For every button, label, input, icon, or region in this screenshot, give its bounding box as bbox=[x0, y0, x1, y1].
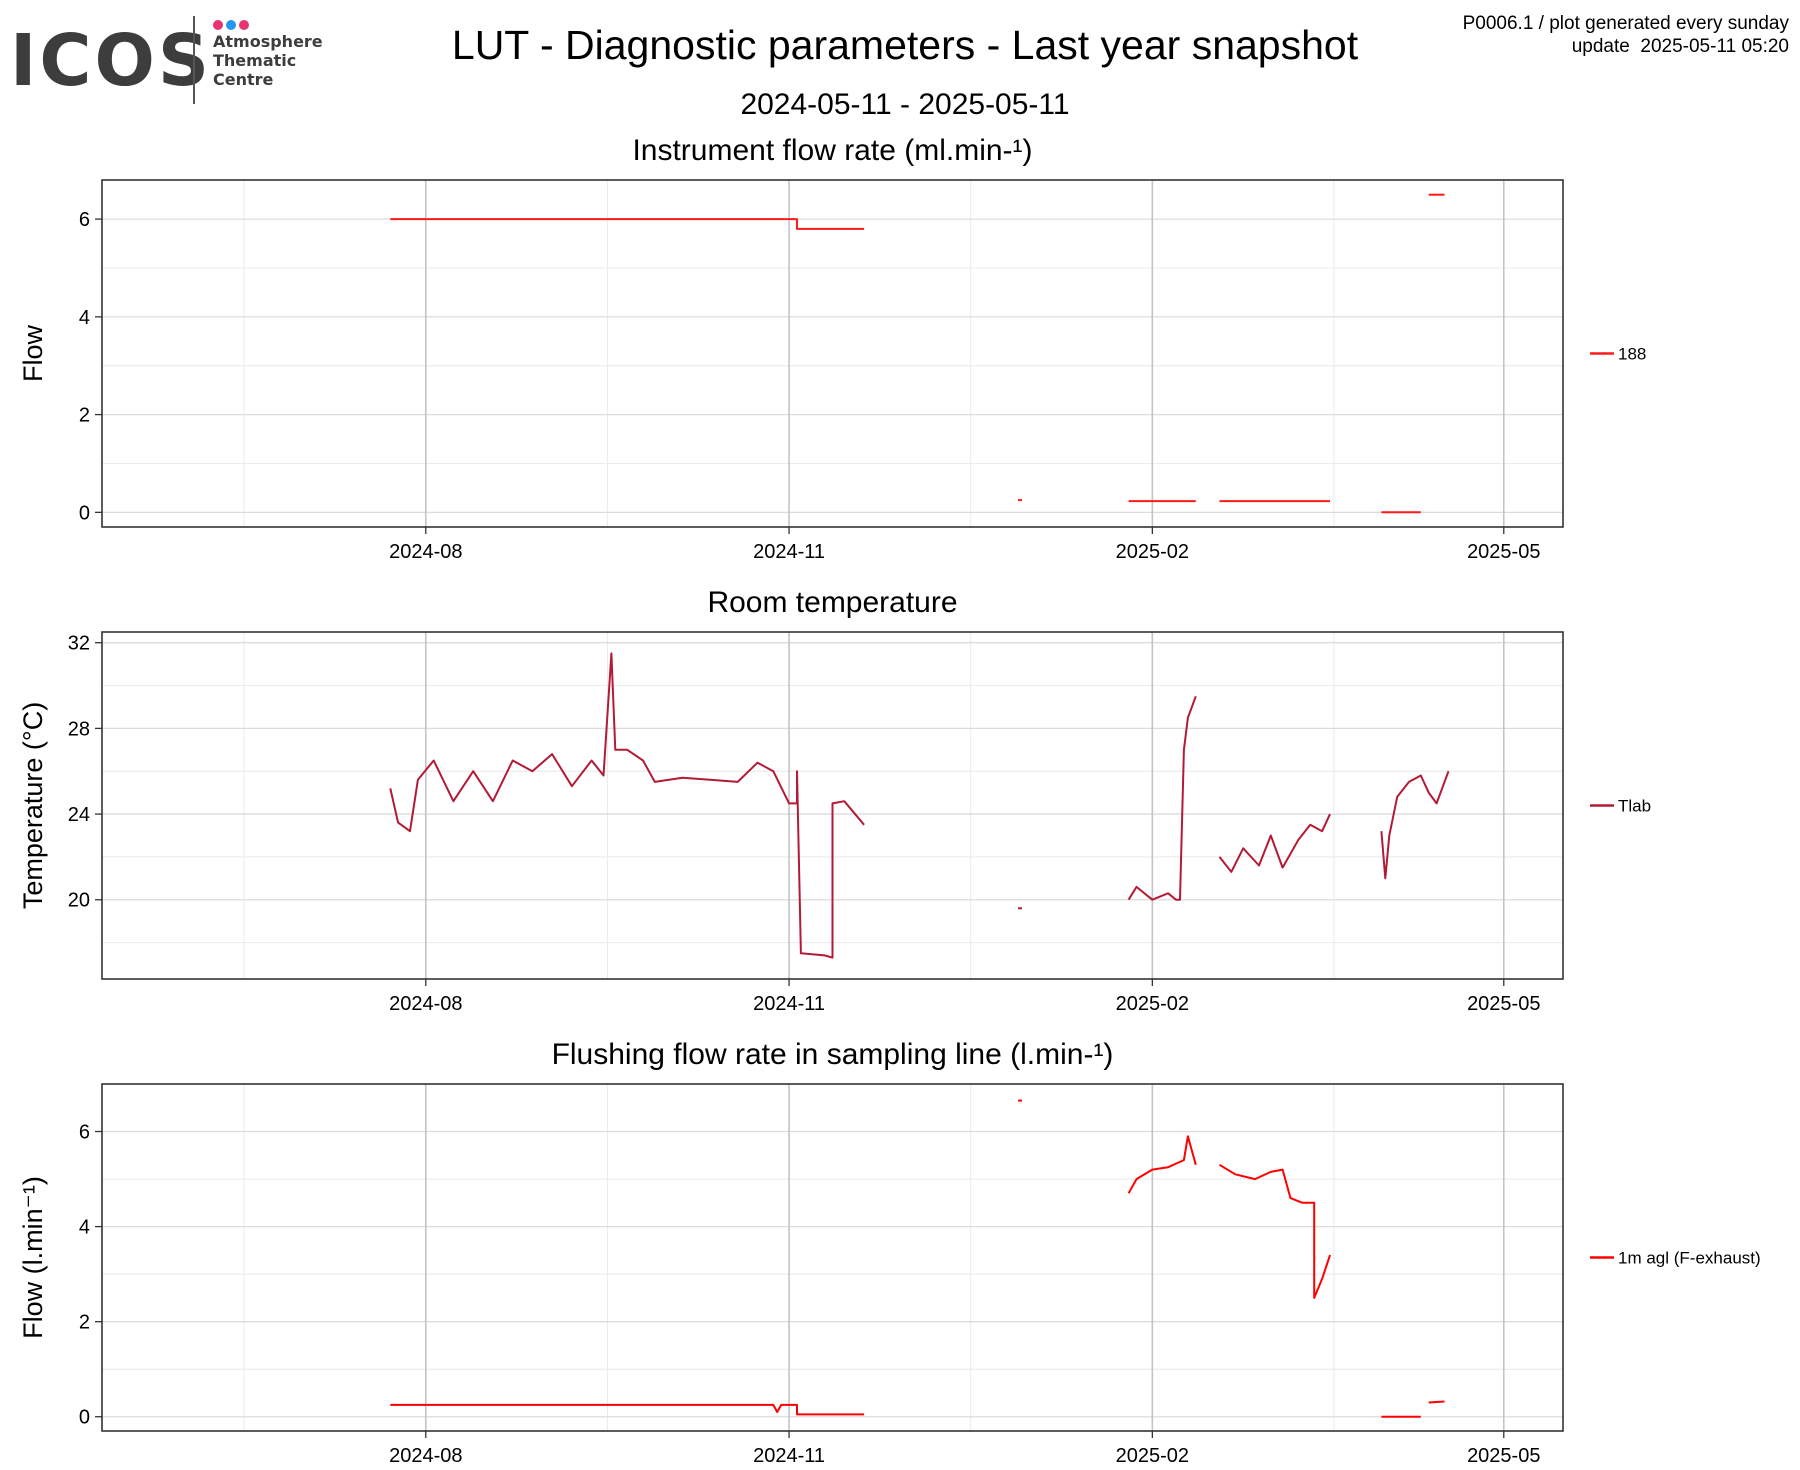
y-tick-label: 20 bbox=[68, 890, 90, 912]
x-tick-label: 2025-05 bbox=[1467, 1445, 1540, 1467]
logo-dot-2 bbox=[226, 20, 236, 30]
series-line bbox=[1218, 813, 1331, 873]
series-line bbox=[1127, 1135, 1197, 1194]
x-tick-label: 2025-02 bbox=[1116, 1445, 1189, 1467]
y-tick-label: 24 bbox=[68, 804, 90, 826]
series-line bbox=[1218, 1163, 1331, 1299]
x-tick-label: 2024-08 bbox=[389, 541, 462, 563]
panel-title: Room temperature bbox=[707, 586, 957, 619]
y-tick-label: 2 bbox=[79, 1312, 90, 1334]
logo-wordmark: ICOS bbox=[10, 19, 213, 102]
y-tick-label: 0 bbox=[79, 1407, 90, 1429]
y-tick-label: 6 bbox=[79, 209, 90, 231]
logo-divider bbox=[193, 16, 195, 104]
panel-title: Flushing flow rate in sampling line (l.m… bbox=[552, 1038, 1114, 1071]
y-axis-label: Flow (l.min⁻¹) bbox=[18, 1176, 48, 1339]
series-line bbox=[1127, 695, 1197, 901]
plot-background bbox=[102, 1084, 1563, 1431]
x-tick-label: 2025-02 bbox=[1116, 541, 1189, 563]
logo-subtitle: Atmosphere Thematic Centre bbox=[213, 32, 323, 89]
logo-line-2: Thematic bbox=[213, 51, 297, 70]
y-tick-label: 32 bbox=[68, 633, 90, 655]
series-line bbox=[390, 218, 865, 230]
plot-metadata: P0006.1 / plot generated every sunday up… bbox=[1463, 12, 1789, 58]
date-range: 2024-05-11 - 2025-05-11 bbox=[740, 88, 1070, 121]
x-tick-label: 2025-02 bbox=[1116, 993, 1189, 1015]
meta-generation-note: P0006.1 / plot generated every sunday bbox=[1462, 13, 1789, 34]
series-line bbox=[1380, 770, 1450, 880]
x-tick-label: 2024-08 bbox=[389, 993, 462, 1015]
y-tick-label: 4 bbox=[79, 307, 90, 329]
logo-line-1: Atmosphere bbox=[213, 32, 323, 51]
legend-label: Tlab bbox=[1618, 797, 1651, 816]
x-tick-label: 2024-11 bbox=[753, 1445, 825, 1467]
y-axis-label: Temperature (°C) bbox=[18, 702, 48, 909]
panel-border bbox=[101, 631, 1564, 980]
y-axis-label: Flow bbox=[18, 325, 48, 383]
x-tick-label: 2025-05 bbox=[1467, 541, 1540, 563]
logo-dot-3 bbox=[239, 20, 249, 30]
icos-logo: ICOS Atmosphere Thematic Centre bbox=[10, 16, 340, 106]
meta-update-time: update 2025-05-11 05:20 bbox=[1571, 36, 1789, 57]
series-line bbox=[1428, 1400, 1445, 1404]
y-tick-label: 2 bbox=[79, 405, 90, 427]
logo-dot-1 bbox=[213, 20, 223, 30]
series-line bbox=[390, 1403, 865, 1416]
series-line bbox=[389, 652, 865, 959]
x-tick-label: 2025-05 bbox=[1467, 993, 1540, 1015]
panel-border bbox=[101, 179, 1564, 528]
y-tick-label: 4 bbox=[79, 1217, 90, 1239]
x-tick-label: 2024-08 bbox=[389, 1445, 462, 1467]
legend-label: 1m agl (F-exhaust) bbox=[1618, 1249, 1761, 1268]
y-tick-label: 6 bbox=[79, 1122, 90, 1144]
legend-label: 188 bbox=[1618, 345, 1646, 364]
plot-background bbox=[102, 180, 1563, 527]
y-tick-label: 28 bbox=[68, 718, 90, 740]
page-title: LUT - Diagnostic parameters - Last year … bbox=[451, 22, 1359, 68]
y-tick-label: 0 bbox=[79, 502, 90, 524]
panel-border bbox=[101, 1083, 1564, 1432]
x-tick-label: 2024-11 bbox=[753, 993, 825, 1015]
x-tick-label: 2024-11 bbox=[753, 541, 825, 563]
panel-title: Instrument flow rate (ml.min-¹) bbox=[632, 134, 1032, 167]
logo-dots bbox=[213, 17, 252, 35]
logo-line-3: Centre bbox=[213, 70, 274, 89]
